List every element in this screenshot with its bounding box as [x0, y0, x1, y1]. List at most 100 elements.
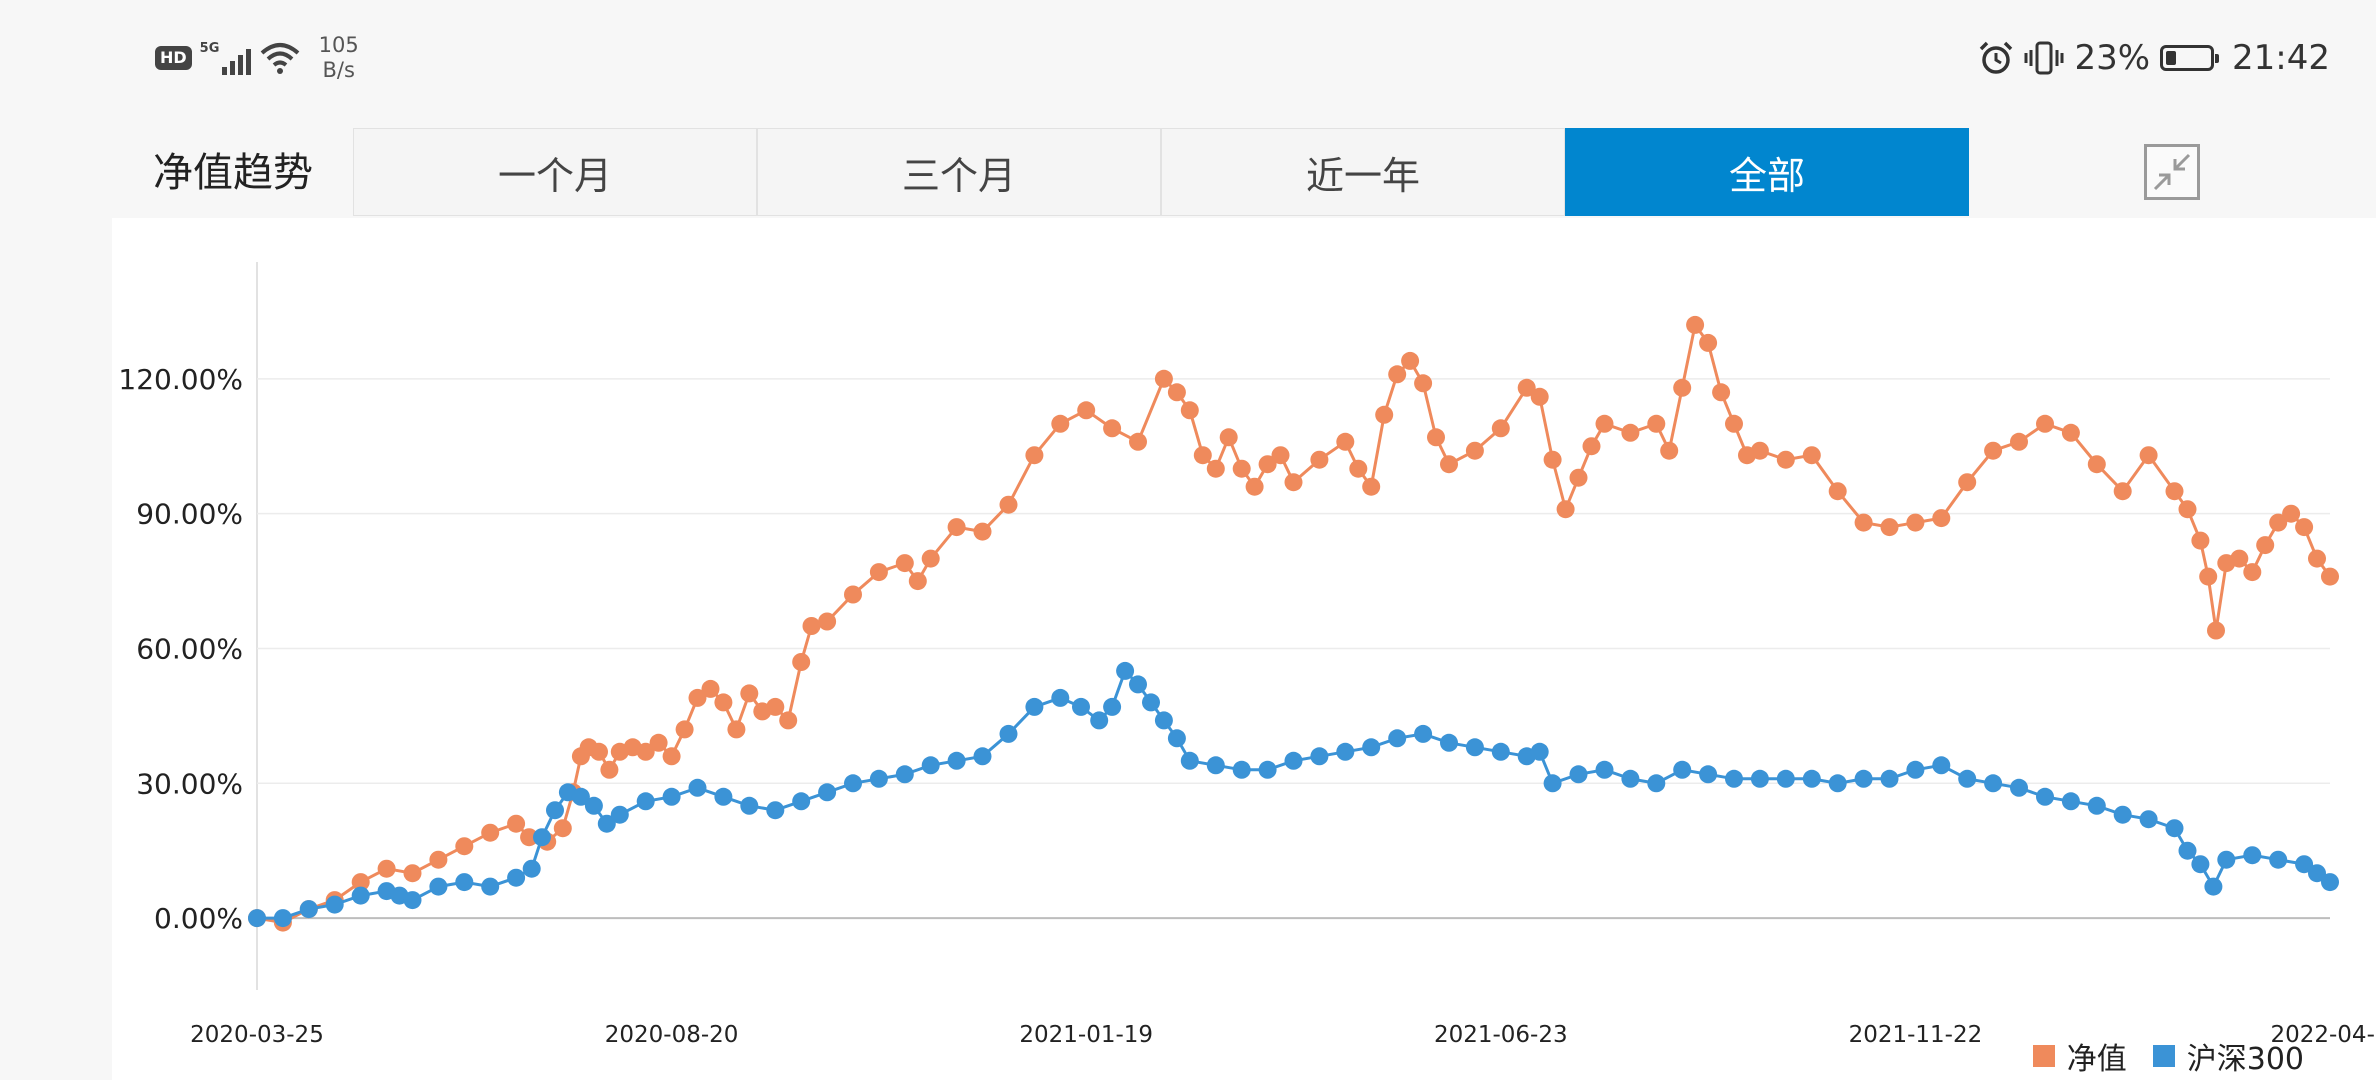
data-point [714, 787, 733, 806]
data-point [1828, 482, 1847, 501]
data-point [2269, 513, 2288, 532]
data-point [2113, 805, 2132, 824]
data-point [1051, 414, 1070, 433]
data-point [507, 868, 526, 887]
data-point [1232, 459, 1251, 478]
data-point [1686, 315, 1705, 334]
data-point [1673, 760, 1692, 779]
data-point [429, 850, 448, 869]
data-point [1077, 401, 1096, 420]
data-point [1362, 477, 1381, 496]
data-point [1206, 459, 1225, 478]
wifi-icon [260, 43, 299, 74]
data-point [429, 877, 448, 896]
data-point [1206, 756, 1225, 775]
line-chart: 0.00% 30.00% 60.00% 90.00% 120.00% 2020-03-25… [118, 262, 2376, 1048]
data-point [1595, 414, 1614, 433]
data-point [455, 873, 474, 892]
data-point [662, 747, 681, 766]
y-tick-label: 120.00% [118, 363, 243, 396]
data-point [792, 653, 811, 671]
data-point [1388, 729, 1407, 748]
data-point [584, 796, 603, 815]
data-point [2036, 787, 2054, 806]
data-point [2207, 621, 2225, 640]
hd-badge: HD [155, 46, 192, 70]
data-point [792, 792, 811, 811]
data-point [1180, 751, 1199, 770]
tab-three-months[interactable]: 三个月 [757, 128, 1161, 216]
data-point [273, 909, 292, 928]
data-point [2256, 536, 2275, 555]
data-point [2139, 446, 2158, 465]
legend-label-csi300[interactable]: 沪深300 [2186, 1042, 2304, 1077]
data-point [921, 549, 940, 568]
data-point [1336, 742, 1355, 761]
data-point [1090, 711, 1109, 730]
signal-icon: 5G [200, 41, 251, 75]
data-point [701, 679, 720, 698]
data-point [1712, 383, 1731, 402]
data-point [553, 819, 572, 838]
data-point [2165, 819, 2184, 838]
data-point [1284, 473, 1303, 492]
data-point [1258, 760, 1277, 779]
data-point [1362, 738, 1381, 757]
data-point [1103, 419, 1122, 438]
data-point [1154, 369, 1173, 388]
data-point [1103, 697, 1122, 716]
data-point [1129, 675, 1147, 694]
data-point [802, 617, 821, 635]
data-point [2321, 873, 2339, 892]
data-point [455, 837, 474, 856]
data-point [1465, 441, 1484, 460]
data-point [818, 612, 837, 631]
data-point [1336, 432, 1355, 451]
data-point [779, 711, 798, 730]
data-point [2269, 850, 2288, 869]
data-point [1932, 509, 1951, 528]
data-point [1906, 513, 1925, 532]
data-point [1491, 419, 1510, 438]
data-point [688, 688, 707, 707]
data-point [740, 796, 759, 815]
data-point [2178, 841, 2197, 860]
data-point [1621, 423, 1640, 442]
data-point [1984, 774, 2003, 793]
data-point [869, 769, 888, 788]
data-point [546, 801, 564, 820]
tab-one-year[interactable]: 近一年 [1161, 128, 1565, 216]
data-point [1167, 383, 1186, 402]
tab-all[interactable]: 全部 [1565, 128, 1969, 216]
data-point [675, 720, 694, 739]
data-point [1530, 742, 1549, 761]
data-point [1854, 769, 1873, 788]
x-tick-label: 2020-08-20 [605, 1022, 739, 1048]
legend-label-nav[interactable]: 净值 [2066, 1042, 2127, 1077]
data-point [1660, 441, 1679, 460]
data-point [1180, 401, 1199, 420]
tab-one-month[interactable]: 一个月 [353, 128, 757, 216]
data-point [662, 787, 681, 806]
data-point [533, 828, 551, 847]
data-point [1245, 477, 1264, 496]
data-point [522, 859, 541, 878]
data-point [403, 864, 422, 883]
data-point [1556, 500, 1575, 519]
data-point [481, 877, 500, 896]
data-point [1569, 468, 1588, 487]
data-point [2217, 850, 2236, 869]
legend-swatch-csi300 [2152, 1045, 2175, 1067]
data-point [1750, 441, 1769, 460]
collapse-button[interactable] [2144, 144, 2200, 200]
data-point [1310, 747, 1329, 766]
data-point [1116, 661, 1135, 680]
data-point [2191, 855, 2210, 874]
data-point [600, 760, 619, 779]
data-point [1517, 378, 1536, 397]
data-point [597, 814, 616, 833]
data-point [1440, 455, 1458, 474]
data-point [636, 742, 655, 761]
x-tick-label: 2020-03-25 [190, 1022, 324, 1048]
data-point [1167, 729, 1186, 748]
